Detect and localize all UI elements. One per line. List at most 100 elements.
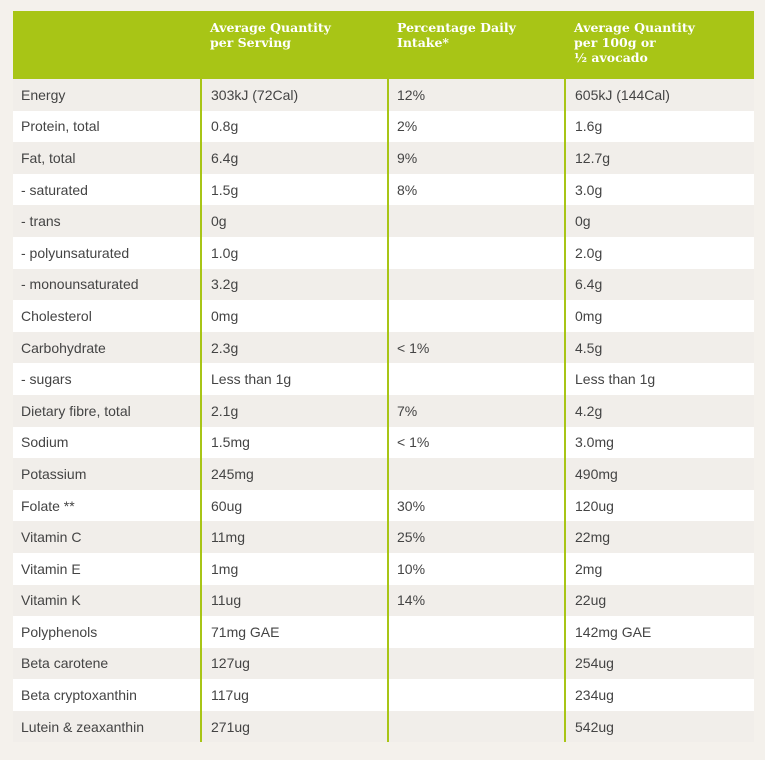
cell-per-serving: 127ug [200, 647, 389, 680]
cell-daily-intake [387, 363, 566, 395]
cell-per-100g: 142mg GAE [564, 616, 754, 648]
cell-per-serving: 271ug [200, 710, 389, 743]
table-row: Energy 303kJ (72Cal) 12% 605kJ (144Cal) [13, 79, 754, 111]
table-row: - saturated 1.5g 8% 3.0g [13, 173, 754, 206]
cell-daily-intake: 8% [387, 173, 566, 206]
cell-nutrient: Vitamin C [21, 529, 82, 546]
header-cell-daily-intake: Percentage Daily Intake* [397, 20, 516, 50]
cell-per-serving: 245mg [200, 458, 389, 490]
table-row: Polyphenols 71mg GAE 142mg GAE [13, 616, 754, 648]
cell-nutrient: Sodium [21, 434, 69, 451]
cell-per-serving: 2.1g [200, 394, 389, 427]
table-row: Dietary fibre, total 2.1g 7% 4.2g [13, 394, 754, 427]
table-row: Cholesterol 0mg 0mg [13, 300, 754, 332]
cell-per-serving: 71mg GAE [200, 616, 389, 648]
cell-per-100g: 0mg [564, 300, 754, 332]
nutrition-table: Average Quantity per Serving Percentage … [13, 11, 754, 743]
cell-per-100g: 254ug [564, 647, 754, 680]
cell-nutrient: Polyphenols [21, 623, 98, 640]
cell-per-100g: 605kJ (144Cal) [564, 79, 754, 111]
table-body: Energy 303kJ (72Cal) 12% 605kJ (144Cal) Prot… [13, 79, 754, 743]
cell-nutrient: Lutein & zeaxanthin [21, 718, 144, 735]
cell-per-100g: 6.4g [564, 268, 754, 301]
cell-nutrient: Potassium [21, 465, 87, 482]
table-row: Vitamin C 11mg 25% 22mg [13, 521, 754, 553]
cell-daily-intake: 30% [387, 489, 566, 522]
table-row: - monounsaturated 3.2g 6.4g [13, 268, 754, 301]
cell-nutrient: Fat, total [21, 149, 76, 166]
table-row: Folate ** 60ug 30% 120ug [13, 489, 754, 522]
table-row: Potassium 245mg 490mg [13, 458, 754, 490]
cell-per-serving: 11ug [200, 584, 389, 617]
cell-per-serving: 3.2g [200, 268, 389, 301]
cell-daily-intake [387, 616, 566, 648]
cell-daily-intake: 10% [387, 552, 566, 585]
table-row: Beta cryptoxanthin 117ug 234ug [13, 679, 754, 711]
cell-nutrient: Folate ** [21, 497, 75, 514]
cell-per-100g: 2.0g [564, 236, 754, 269]
cell-per-100g: 12.7g [564, 142, 754, 174]
cell-per-serving: 0mg [200, 300, 389, 332]
table-row: Lutein & zeaxanthin 271ug 542ug [13, 710, 754, 743]
table-row: - sugars Less than 1g Less than 1g [13, 363, 754, 395]
table-row: Carbohydrate 2.3g < 1% 4.5g [13, 331, 754, 364]
cell-daily-intake: 25% [387, 521, 566, 553]
cell-per-100g: 542ug [564, 710, 754, 743]
table-row: Beta carotene 127ug 254ug [13, 647, 754, 680]
cell-per-serving: 303kJ (72Cal) [200, 79, 389, 111]
cell-per-serving: 60ug [200, 489, 389, 522]
cell-per-serving: Less than 1g [200, 363, 389, 395]
cell-per-100g: 2mg [564, 552, 754, 585]
cell-per-100g: 4.5g [564, 331, 754, 364]
header-cell-per-100g: Average Quantity per 100g or ½ avocado [574, 20, 695, 65]
table-header: Average Quantity per Serving Percentage … [13, 11, 754, 79]
cell-nutrient: Dietary fibre, total [21, 402, 131, 419]
cell-per-100g: 22mg [564, 521, 754, 553]
cell-per-serving: 0g [200, 205, 389, 237]
table-row: Protein, total 0.8g 2% 1.6g [13, 110, 754, 143]
cell-daily-intake [387, 710, 566, 743]
cell-nutrient: Protein, total [21, 118, 100, 135]
cell-daily-intake [387, 458, 566, 490]
table-row: Sodium 1.5mg < 1% 3.0mg [13, 426, 754, 459]
cell-daily-intake [387, 679, 566, 711]
cell-per-serving: 117ug [200, 679, 389, 711]
cell-per-100g: 120ug [564, 489, 754, 522]
cell-per-100g: 4.2g [564, 394, 754, 427]
cell-per-100g: 490mg [564, 458, 754, 490]
cell-per-100g: 0g [564, 205, 754, 237]
cell-per-serving: 2.3g [200, 331, 389, 364]
cell-nutrient: Energy [21, 86, 66, 103]
cell-per-serving: 1.5mg [200, 426, 389, 459]
cell-per-serving: 1.5g [200, 173, 389, 206]
cell-nutrient: Vitamin E [21, 560, 81, 577]
cell-daily-intake [387, 647, 566, 680]
cell-per-serving: 6.4g [200, 142, 389, 174]
cell-daily-intake [387, 268, 566, 301]
cell-nutrient: Vitamin K [21, 592, 81, 609]
cell-per-serving: 11mg [200, 521, 389, 553]
cell-per-serving: 1.0g [200, 236, 389, 269]
cell-daily-intake: 9% [387, 142, 566, 174]
cell-nutrient: - sugars [21, 371, 72, 388]
cell-daily-intake: 12% [387, 79, 566, 111]
cell-daily-intake: < 1% [387, 331, 566, 364]
cell-daily-intake: 7% [387, 394, 566, 427]
cell-nutrient: Beta carotene [21, 655, 109, 672]
cell-per-100g: 3.0mg [564, 426, 754, 459]
cell-daily-intake: 2% [387, 110, 566, 143]
cell-daily-intake [387, 236, 566, 269]
table-row: Fat, total 6.4g 9% 12.7g [13, 142, 754, 174]
cell-daily-intake [387, 205, 566, 237]
cell-nutrient: - polyunsaturated [21, 244, 130, 261]
cell-per-serving: 1mg [200, 552, 389, 585]
cell-daily-intake: < 1% [387, 426, 566, 459]
cell-nutrient: Beta cryptoxanthin [21, 687, 137, 704]
cell-per-100g: 1.6g [564, 110, 754, 143]
cell-nutrient: Cholesterol [21, 307, 92, 324]
header-cell-per-serving: Average Quantity per Serving [210, 20, 331, 50]
cell-per-100g: Less than 1g [564, 363, 754, 395]
cell-per-100g: 22ug [564, 584, 754, 617]
cell-daily-intake [387, 300, 566, 332]
cell-per-100g: 3.0g [564, 173, 754, 206]
